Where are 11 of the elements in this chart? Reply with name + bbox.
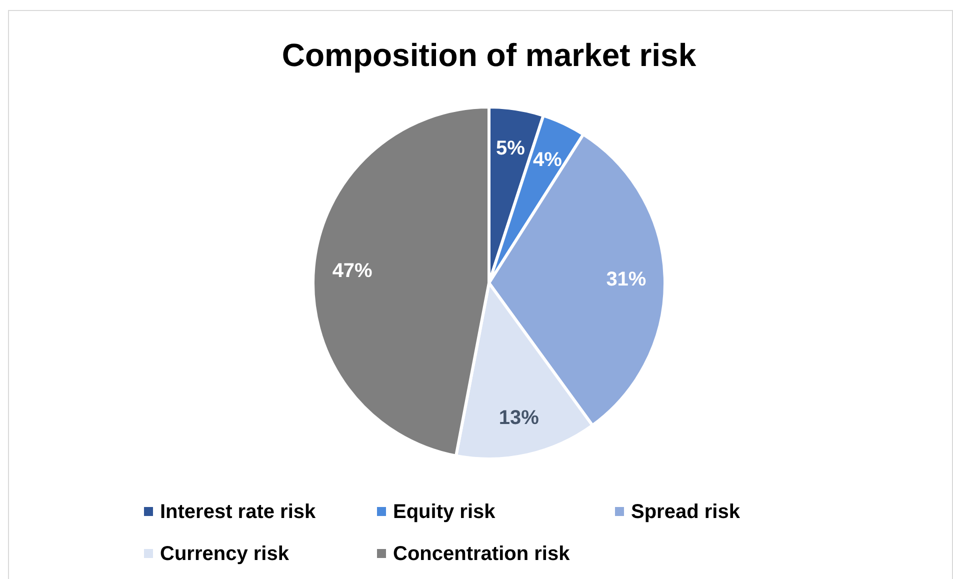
legend-label: Currency risk [160, 543, 290, 565]
data-label: 31% [606, 268, 646, 291]
legend-label: Equity risk [393, 501, 496, 523]
data-label: 5% [496, 137, 526, 160]
legend-label: Spread risk [631, 501, 741, 523]
legend-label: Interest rate risk [160, 501, 317, 523]
data-label: 13% [498, 406, 540, 429]
chart-title: Composition of market risk [282, 37, 696, 73]
data-label: 4% [533, 148, 562, 171]
data-label: 47% [332, 260, 373, 282]
legend-label: Concentration risk [393, 543, 571, 565]
